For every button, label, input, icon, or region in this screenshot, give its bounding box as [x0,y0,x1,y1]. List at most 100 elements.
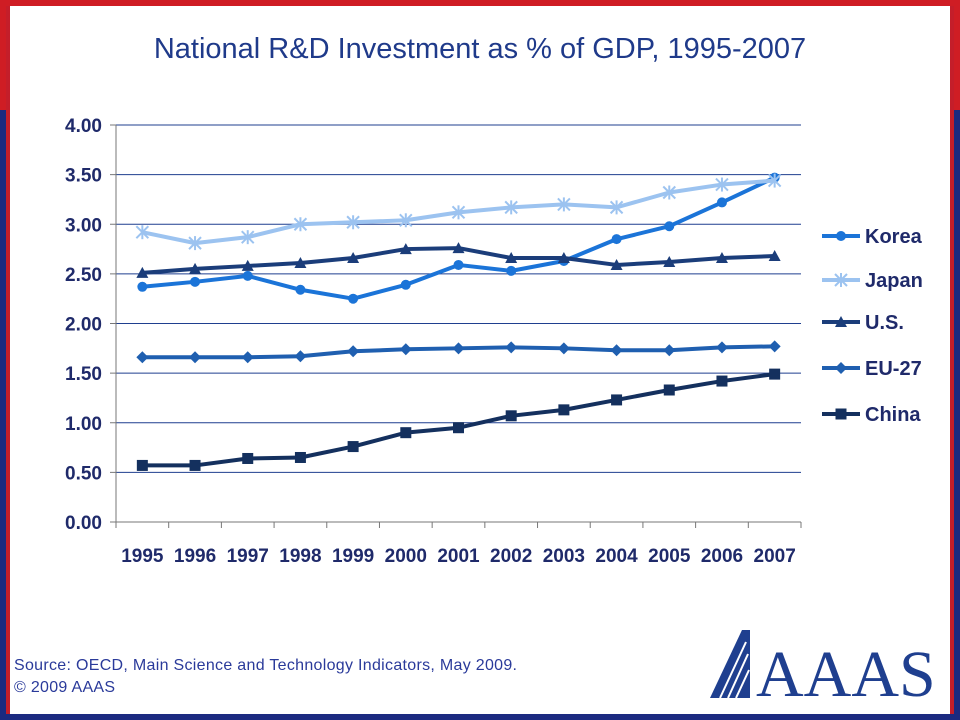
aaas-logo-mark [710,630,750,699]
data-point [611,394,623,406]
data-point [835,408,847,420]
data-point [834,273,848,287]
data-point [241,259,254,271]
y-tick-label: 2.50 [65,265,102,286]
data-point [347,441,359,453]
series-japan [135,173,782,251]
data-point [400,279,411,290]
source-text: Source: OECD, Main Science and Technolog… [14,657,518,674]
legend-label: Japan [865,270,923,292]
legend-item: China [822,404,921,426]
data-point [453,422,464,434]
y-tick-label: 2.00 [65,315,102,336]
data-point [190,276,201,287]
series-u-s- [136,242,781,278]
legend-item: Japan [822,270,923,292]
data-point [610,344,623,357]
y-tick-label: 3.00 [65,215,102,236]
data-point [505,410,517,422]
x-tick-label: 1995 [121,546,164,567]
y-tick-label: 1.50 [65,364,102,385]
data-point [347,251,360,263]
series-line [142,372,775,468]
legend-item: U.S. [822,312,904,334]
x-tick-label: 1996 [174,546,216,567]
y-tick-label: 0.50 [65,463,102,484]
data-point [346,215,360,230]
legend-label: U.S. [865,312,904,334]
data-point [293,217,308,232]
series-korea [137,172,780,304]
data-point [400,427,412,439]
legend-item: EU-27 [822,358,922,380]
data-point [716,197,727,208]
data-point [663,255,676,267]
data-point [715,341,728,354]
x-tick-label: 2000 [385,546,427,567]
legend-label: China [865,404,921,426]
y-tick-labels: 0.00 0.50 1.00 1.50 2.00 2.50 3.00 3.50 4.00 [65,116,116,534]
x-tick-labels: 1995 1996 1997 1998 1999 2000 2001 2002 2003 2004… [115,522,802,567]
data-point [505,251,518,263]
data-point [242,452,254,464]
data-point [504,200,518,215]
source-note: Source: OECD, Main Science and Technolog… [14,655,517,699]
data-point [557,342,570,355]
data-point [715,251,728,263]
data-point [558,404,570,416]
data-point [609,200,624,215]
copyright-text: © 2009 AAAS [14,679,116,696]
data-point [557,251,570,263]
series-lines [135,172,782,471]
data-point [768,340,781,353]
data-point [136,351,149,364]
data-point [451,205,466,220]
chart-title: National R&D Investment as % of GDP, 199… [154,33,806,65]
y-tick-label: 3.50 [65,166,102,187]
data-point [835,362,847,374]
data-point [611,234,622,245]
data-point [241,230,255,245]
aaas-logo-icon: AAAS [710,630,936,702]
data-point [715,177,729,192]
x-tick-label: 2006 [701,546,743,567]
data-point [189,351,202,364]
y-tick-label: 0.00 [65,513,102,534]
data-point [189,459,201,471]
data-point [663,344,676,357]
slide-panel [6,6,954,714]
aaas-logo-text: AAAS [756,638,936,702]
x-tick-label: 2007 [754,546,796,567]
data-point [294,256,307,268]
data-point [399,213,413,228]
data-point [662,185,676,200]
data-point [452,342,465,355]
data-point [135,225,150,240]
y-tick-label: 4.00 [65,116,102,137]
series-eu-27 [136,340,781,364]
data-point [767,173,782,188]
data-point [347,345,360,358]
data-point [835,316,847,327]
data-point [664,221,675,232]
legend: Korea Japan U.S. EU-27 China [822,226,923,426]
data-point [348,293,359,304]
data-point [399,243,412,255]
gridlines [116,124,801,473]
x-tick-label: 2001 [437,546,480,567]
data-point [663,384,675,396]
series-china [136,368,781,471]
y-tick-label: 1.00 [65,414,102,435]
data-point [768,250,781,262]
data-point [557,197,571,212]
data-point [506,265,517,276]
x-tick-label: 2004 [595,546,638,567]
data-point [769,368,781,380]
data-point [716,375,728,387]
data-point [241,351,254,364]
data-point [189,262,202,274]
data-point [136,459,148,471]
x-tick-label: 1997 [227,546,269,567]
legend-label: Korea [865,226,923,248]
x-tick-label: 2002 [490,546,532,567]
